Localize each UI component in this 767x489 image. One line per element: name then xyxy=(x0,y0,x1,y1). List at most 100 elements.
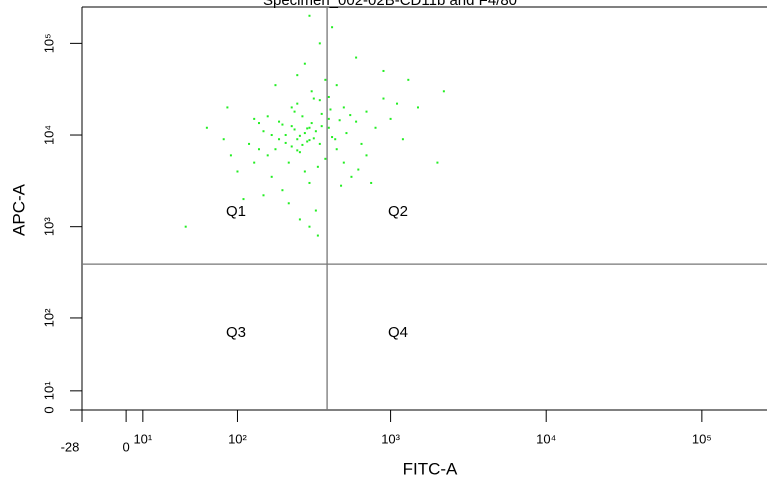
point xyxy=(278,120,281,123)
point xyxy=(382,69,385,72)
chart-title: Specimen_002-02B-CD11b and F4/80 xyxy=(263,0,517,9)
point xyxy=(349,114,352,117)
point xyxy=(327,126,330,129)
point xyxy=(226,106,229,109)
quadrant-label: Q4 xyxy=(388,324,408,341)
point xyxy=(436,161,439,164)
quadrant-label: Q3 xyxy=(226,324,246,341)
point xyxy=(270,175,273,178)
point xyxy=(287,161,290,164)
point xyxy=(345,132,348,135)
quadrant-label: Q1 xyxy=(226,203,246,220)
y-tick-label: 10⁴ xyxy=(41,125,56,145)
point xyxy=(301,115,304,118)
point xyxy=(396,102,399,105)
point xyxy=(296,149,299,152)
point xyxy=(324,157,327,160)
point xyxy=(442,90,445,93)
y-axis-label: APC-A xyxy=(9,183,28,236)
point xyxy=(340,184,343,187)
x-tick-label: 10² xyxy=(228,431,247,446)
point xyxy=(316,165,319,168)
point xyxy=(257,122,260,125)
point xyxy=(335,148,338,151)
point xyxy=(301,143,304,146)
point xyxy=(318,99,321,102)
point xyxy=(253,161,256,164)
point xyxy=(308,126,311,129)
point xyxy=(350,175,353,178)
point xyxy=(312,137,315,140)
quadrant-label: Q2 xyxy=(388,203,408,220)
point xyxy=(310,122,313,125)
point xyxy=(320,112,323,115)
point xyxy=(281,123,284,126)
point xyxy=(318,142,321,145)
x-tick-label: 10⁵ xyxy=(692,431,712,446)
point xyxy=(303,170,306,173)
point xyxy=(360,142,363,145)
point xyxy=(312,97,315,100)
point xyxy=(365,154,368,157)
point xyxy=(296,138,299,141)
point xyxy=(222,138,225,141)
y-tick-label: 10² xyxy=(41,308,56,327)
y-tick-label: 10³ xyxy=(41,217,56,236)
x-tick-label: 0 xyxy=(123,439,130,454)
point xyxy=(293,128,296,131)
point xyxy=(266,115,269,118)
point xyxy=(290,145,293,148)
point xyxy=(338,119,341,122)
point xyxy=(320,125,323,128)
point xyxy=(329,108,332,111)
point xyxy=(389,117,392,120)
point xyxy=(242,198,245,201)
point xyxy=(274,148,277,151)
point xyxy=(314,209,317,212)
point xyxy=(293,110,296,113)
point xyxy=(316,234,319,237)
point xyxy=(296,74,299,77)
point xyxy=(262,194,265,197)
point xyxy=(266,154,269,157)
point xyxy=(184,225,187,228)
point xyxy=(342,161,345,164)
point xyxy=(308,225,311,228)
point xyxy=(401,138,404,141)
x-axis-label: FITC-A xyxy=(403,459,458,478)
point xyxy=(303,62,306,65)
point xyxy=(342,106,345,109)
point xyxy=(281,189,284,192)
point xyxy=(205,126,208,129)
point xyxy=(324,78,327,81)
point xyxy=(382,97,385,100)
point xyxy=(298,218,301,221)
point xyxy=(306,140,309,143)
y-tick-label: 0 xyxy=(41,406,56,413)
x-tick-label: 10¹ xyxy=(133,431,152,446)
point xyxy=(278,138,281,141)
y-tick-label: 10⁵ xyxy=(41,33,56,53)
point xyxy=(335,84,338,87)
x-tick-label: 10⁴ xyxy=(536,431,556,446)
plot-frame xyxy=(81,6,767,411)
point xyxy=(248,142,251,145)
point xyxy=(298,134,301,137)
point xyxy=(334,138,337,141)
point xyxy=(314,130,317,133)
point xyxy=(274,84,277,87)
point xyxy=(262,130,265,133)
point xyxy=(331,26,334,29)
point xyxy=(374,126,377,129)
point xyxy=(296,102,299,105)
x-tick-label: 10³ xyxy=(381,431,400,446)
point xyxy=(355,56,358,59)
point xyxy=(287,202,290,205)
point xyxy=(306,127,309,130)
point xyxy=(331,136,334,139)
point xyxy=(355,120,358,123)
point xyxy=(308,139,311,142)
point xyxy=(284,134,287,137)
point xyxy=(290,125,293,128)
